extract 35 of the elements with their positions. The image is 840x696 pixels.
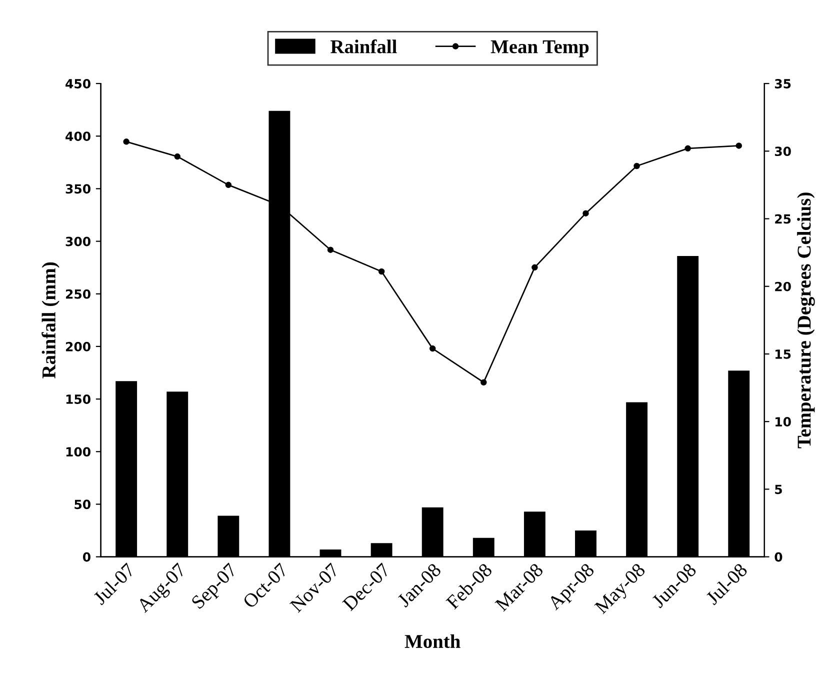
y-tick-label: 200 — [66, 342, 90, 352]
y-tick-label: 50 — [74, 500, 90, 510]
point — [634, 162, 640, 170]
point — [378, 268, 385, 275]
point — [532, 264, 538, 271]
point — [429, 345, 436, 352]
point — [327, 246, 334, 253]
y2-tick-label: 20 — [775, 282, 791, 292]
y-tick-label: 350 — [66, 184, 90, 194]
point — [684, 145, 691, 152]
y-tick-label: 300 — [66, 236, 90, 246]
y2-tick-label: 30 — [774, 146, 791, 156]
y2-axis-title: Temperature (Degrees Celcius) — [797, 192, 815, 448]
x-axis-title: Month — [404, 634, 460, 648]
y2-tick-label: 10 — [776, 417, 791, 427]
y-axis-title: Rainfall (mm) — [42, 262, 60, 378]
point — [736, 142, 742, 149]
y2-tick-label: 25 — [775, 214, 791, 224]
y-tick-label: 450 — [66, 78, 90, 88]
point — [123, 138, 130, 145]
y2-tick-label: 35 — [774, 78, 791, 88]
y-tick-label: 100 — [66, 447, 90, 457]
y-tick-label: 150 — [66, 394, 90, 404]
legend-label: Rainfall — [330, 39, 397, 54]
point — [582, 210, 589, 216]
legend-label: Mean Temp — [490, 40, 589, 58]
y-tick-label: 250 — [66, 289, 90, 299]
y2-tick-label: 15 — [776, 350, 791, 359]
point — [225, 182, 232, 188]
y2-tick-label: 5 — [775, 484, 782, 494]
y2-tick-label: 0 — [774, 552, 782, 562]
point — [480, 379, 487, 386]
y-tick-label: 0 — [82, 552, 90, 562]
point — [174, 153, 180, 160]
y-tick-label: 400 — [66, 132, 90, 142]
